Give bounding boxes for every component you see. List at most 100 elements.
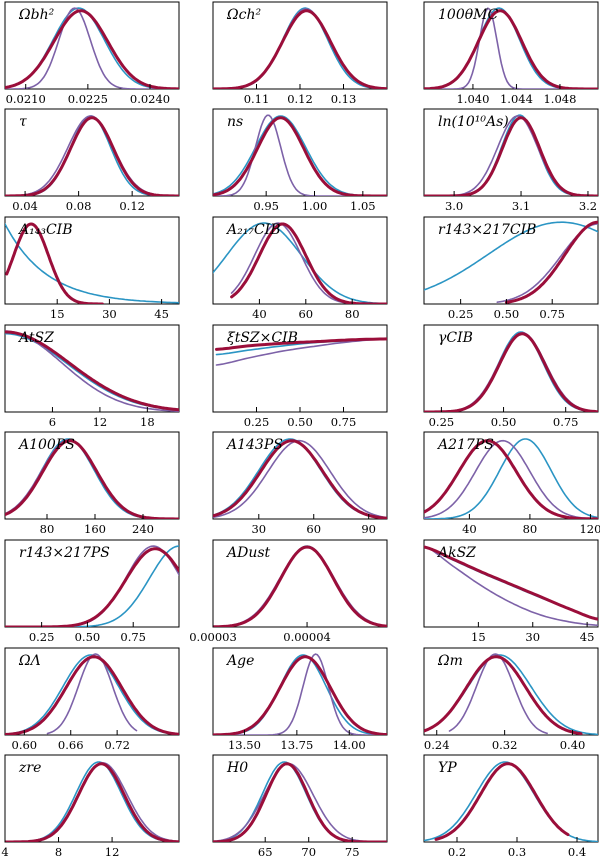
x-tick-label: 0.00004 — [283, 630, 331, 644]
series-line-thick — [504, 220, 598, 304]
x-tick-label: 70 — [301, 845, 316, 859]
x-tick-label: 40 — [252, 307, 267, 321]
x-tick-label: 0.75 — [553, 415, 579, 429]
series-line-purple — [424, 7, 598, 89]
chart-panel: 3.0 3.1 3.2 ln(10¹⁰As) — [423, 108, 599, 213]
x-tick-label: 0.04 — [12, 199, 38, 213]
chart-panel: 0.25 0.50 0.75 r143×217CIB — [423, 216, 599, 321]
series-line-purple — [213, 439, 387, 519]
panel-title: H0 — [226, 760, 248, 776]
x-tick-label: 1.00 — [302, 199, 328, 213]
x-tick-label: 65 — [258, 845, 273, 859]
chart-panel: 80 160 240 A100PS — [4, 431, 180, 536]
panel-title: γCIB — [438, 330, 473, 346]
series-line-thick — [424, 439, 598, 519]
chart-panel: 15 30 45 AkSZ — [423, 539, 599, 644]
x-tick-label: 0.3 — [508, 845, 526, 859]
panel-frame — [4, 431, 180, 520]
chart-panel: 0.25 0.50 0.75 γCIB — [423, 324, 599, 429]
panel-frame — [4, 647, 180, 736]
series-line-thick — [5, 655, 179, 735]
x-tick-label: 0.75 — [539, 307, 565, 321]
series-line-thick — [213, 545, 387, 627]
series-line-thick — [215, 337, 387, 351]
x-tick-label: 0.25 — [29, 630, 55, 644]
series-line-thick — [213, 439, 387, 519]
x-tick-label: 0.95 — [253, 199, 279, 213]
x-tick-label: 0.0210 — [6, 92, 46, 106]
series-line-purple — [448, 653, 548, 735]
panel-title: AkSZ — [436, 545, 476, 561]
x-tick-label: 0.11 — [244, 92, 270, 106]
panel-title: Ωm — [437, 653, 463, 669]
series-line-purple — [213, 653, 387, 735]
series-line-purple — [424, 439, 598, 519]
chart-panel: 30 60 90 A143PS — [212, 431, 388, 536]
chart-panel: 1.040 1.044 1.048 100θMC — [423, 1, 599, 106]
panel-frame — [4, 108, 180, 197]
panel-title: τ — [19, 114, 27, 130]
panel-frame — [212, 216, 388, 305]
x-tick-label: 1.05 — [350, 199, 376, 213]
x-tick-label: 160 — [84, 522, 106, 536]
x-tick-label: 0.00003 — [189, 630, 237, 644]
x-tick-label: 0.12 — [287, 92, 313, 106]
series-line-purple — [5, 115, 179, 196]
x-tick-label: 0.75 — [120, 630, 146, 644]
x-tick-label: 1.044 — [500, 92, 533, 106]
panel-title: ns — [227, 114, 243, 130]
series-line-cyan — [5, 115, 179, 196]
panel-frame — [212, 647, 388, 736]
panel-title: A₂₁₇CIB — [225, 222, 280, 238]
panel-frame — [212, 539, 388, 628]
chart-panel: 0.04 0.08 0.12 τ — [4, 108, 180, 213]
x-tick-label: 0.66 — [58, 738, 84, 752]
chart-panel: 0.95 1.00 1.05 ns — [212, 108, 388, 213]
series-line-cyan — [424, 221, 598, 291]
x-tick-label: 6 — [49, 415, 56, 429]
chart-panel: 65 70 75 H0 — [212, 754, 388, 859]
chart-panel: 40 80 120 A217PS — [423, 431, 600, 536]
series-line-thick — [434, 762, 570, 841]
series-line-cyan — [424, 438, 598, 519]
chart-panel: 0.60 0.66 0.72 ΩΛ — [4, 647, 180, 752]
panel-title: ξtSZ×CIB — [227, 330, 298, 346]
chart-panel: 13.50 13.75 14.00 Age — [212, 647, 388, 752]
panel-frame — [212, 431, 388, 520]
x-tick-label: 18 — [140, 415, 155, 429]
panel-title: ΩΛ — [18, 653, 41, 669]
x-tick-label: 75 — [345, 845, 360, 859]
x-tick-label: 0.13 — [331, 92, 357, 106]
series-line-thick — [424, 545, 598, 621]
panel-frame — [423, 431, 599, 520]
panel-frame — [423, 647, 599, 736]
series-line-thick — [5, 330, 179, 412]
x-tick-label: 0.25 — [429, 415, 455, 429]
x-tick-label: 0.4 — [568, 845, 586, 859]
x-tick-label: 3.2 — [579, 199, 597, 213]
x-tick-label: 3.0 — [445, 199, 463, 213]
panel-frame — [423, 216, 599, 305]
series-line-purple — [5, 7, 179, 89]
series-line-thick — [5, 762, 179, 842]
chart-panel: 4 8 12 zre — [1, 754, 180, 859]
x-tick-label: 0.72 — [104, 738, 130, 752]
x-tick-label: 30 — [102, 307, 117, 321]
chart-panel: 0.00003 0.00004 ADust — [189, 539, 388, 644]
x-tick-label: 8 — [55, 845, 62, 859]
series-line-purple — [213, 114, 387, 196]
series-line-thick — [213, 762, 387, 842]
x-tick-label: 0.32 — [492, 738, 518, 752]
panel-title: Age — [225, 653, 254, 669]
series-line-thick — [213, 655, 387, 735]
panel-frame — [212, 754, 388, 843]
x-tick-label: 0.25 — [244, 415, 270, 429]
x-tick-label: 60 — [306, 522, 321, 536]
x-tick-label: 15 — [50, 307, 65, 321]
chart-panel: 0.25 0.50 0.75 r143×217PS — [4, 539, 180, 644]
x-tick-label: 3.1 — [512, 199, 530, 213]
series-line-thick — [424, 116, 598, 196]
x-tick-label: 0.50 — [494, 307, 520, 321]
panel-title: zre — [18, 760, 41, 776]
